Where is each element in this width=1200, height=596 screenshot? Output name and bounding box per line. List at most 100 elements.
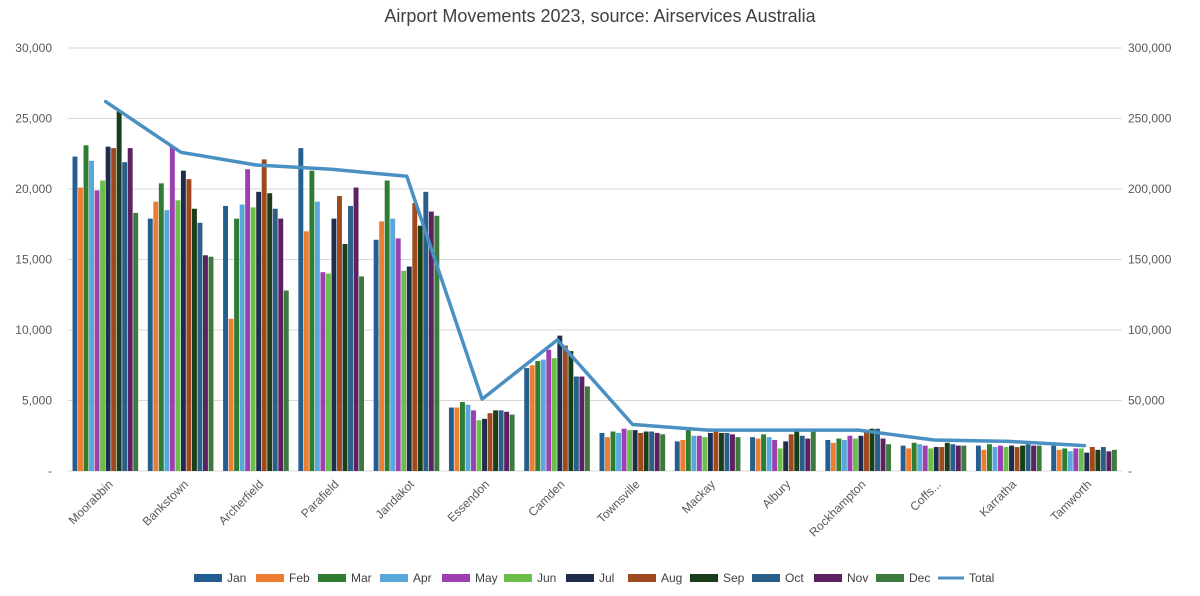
bar-jun-8	[702, 437, 708, 471]
left-tick-label: 5,000	[22, 394, 52, 408]
bar-dec-2	[283, 290, 289, 471]
bar-jan-0	[72, 156, 78, 471]
bar-aug-0	[111, 148, 117, 472]
bar-jul-11	[933, 447, 939, 471]
legend-item-oct: Oct	[752, 571, 804, 585]
bar-mar-1	[158, 183, 164, 472]
legend-swatch	[876, 574, 904, 582]
legend-item-aug: Aug	[628, 571, 682, 585]
bar-mar-6	[535, 361, 541, 471]
bar-may-1	[169, 146, 175, 471]
bar-may-11	[922, 445, 928, 471]
bar-mar-12	[986, 444, 992, 471]
bar-apr-1	[164, 210, 170, 471]
bar-nov-4	[428, 211, 434, 471]
bar-oct-9	[799, 435, 805, 471]
bar-mar-9	[761, 434, 767, 471]
bar-may-4	[395, 238, 401, 471]
bar-dec-10	[886, 444, 892, 471]
bar-nov-5	[504, 411, 510, 471]
left-tick-label: 25,000	[15, 112, 52, 126]
bar-jul-0	[105, 146, 111, 471]
left-tick-label: 10,000	[15, 323, 52, 337]
bar-dec-6	[584, 386, 590, 471]
right-tick-label: 50,000	[1128, 394, 1165, 408]
legend-swatch	[380, 574, 408, 582]
bar-nov-1	[203, 255, 208, 471]
bar-jun-6	[551, 358, 557, 471]
bar-jul-4	[406, 266, 412, 471]
bar-jan-10	[825, 439, 831, 471]
bar-sep-13	[1095, 449, 1101, 471]
chart-title: Airport Movements 2023, source: Airservi…	[384, 6, 816, 26]
bar-feb-0	[78, 187, 83, 471]
legend-item-total: Total	[938, 571, 994, 585]
legend-item-apr: Apr	[380, 571, 432, 585]
bar-oct-5	[498, 410, 504, 471]
bar-aug-10	[864, 431, 869, 471]
bar-mar-8	[685, 430, 691, 471]
bar-sep-5	[493, 410, 499, 471]
bar-feb-10	[830, 442, 836, 471]
bar-nov-13	[1106, 451, 1112, 471]
bar-jun-0	[100, 180, 106, 472]
bar-jun-13	[1078, 448, 1084, 471]
bar-feb-9	[755, 438, 761, 471]
bar-may-7	[621, 428, 627, 471]
bar-sep-9	[794, 431, 800, 471]
bar-oct-3	[348, 205, 353, 472]
left-tick-label: 15,000	[15, 253, 52, 267]
bar-jan-5	[448, 407, 454, 471]
bar-oct-1	[197, 222, 203, 471]
bar-sep-0	[116, 111, 122, 471]
bar-aug-7	[638, 432, 644, 471]
bar-jul-3	[331, 218, 337, 471]
bar-may-8	[696, 435, 702, 471]
bar-sep-6	[568, 351, 574, 471]
bar-jan-8	[674, 441, 680, 471]
bar-feb-13	[1056, 449, 1062, 471]
bar-oct-2	[272, 208, 278, 472]
bar-apr-12	[992, 447, 998, 471]
bar-aug-13	[1089, 447, 1095, 471]
legend-item-mar: Mar	[318, 571, 372, 585]
bar-jul-6	[557, 335, 563, 471]
legend-swatch	[752, 574, 780, 582]
bar-jul-13	[1084, 452, 1090, 471]
bar-feb-11	[906, 448, 912, 471]
bar-mar-10	[836, 438, 842, 471]
legend-item-sep: Sep	[690, 571, 745, 585]
legend-item-jun: Jun	[504, 571, 556, 585]
bar-nov-3	[353, 187, 359, 471]
bar-jan-3	[298, 148, 304, 472]
bar-jul-2	[256, 191, 262, 471]
bar-jul-1	[180, 170, 186, 472]
bar-dec-11	[961, 445, 967, 471]
bar-jan-1	[147, 218, 153, 471]
bar-dec-13	[1111, 449, 1117, 471]
legend-label: Total	[969, 571, 994, 585]
line-total	[103, 99, 1087, 448]
bars	[72, 111, 1117, 472]
bar-jun-3	[325, 273, 331, 471]
bar-may-9	[772, 439, 778, 471]
bar-may-3	[320, 272, 326, 471]
bar-feb-4	[379, 221, 385, 471]
bar-feb-1	[153, 201, 159, 471]
bar-apr-0	[89, 160, 94, 472]
bar-oct-13	[1100, 447, 1106, 471]
legend: Jan Feb Mar Apr May Jun Jul Aug Sep Oct Nov Dec Tota…	[194, 571, 994, 585]
bar-jun-10	[852, 438, 858, 471]
bar-apr-8	[691, 435, 697, 471]
bar-mar-11	[911, 442, 917, 471]
bar-sep-3	[342, 243, 348, 471]
bar-feb-6	[529, 365, 535, 471]
bar-feb-3	[303, 231, 309, 471]
legend-swatch	[566, 574, 594, 582]
bar-mar-4	[384, 180, 390, 472]
bar-jul-9	[783, 441, 789, 471]
bar-mar-13	[1062, 448, 1068, 471]
bar-nov-11	[955, 445, 961, 471]
legend-swatch	[690, 574, 718, 582]
bar-nov-9	[805, 438, 811, 471]
